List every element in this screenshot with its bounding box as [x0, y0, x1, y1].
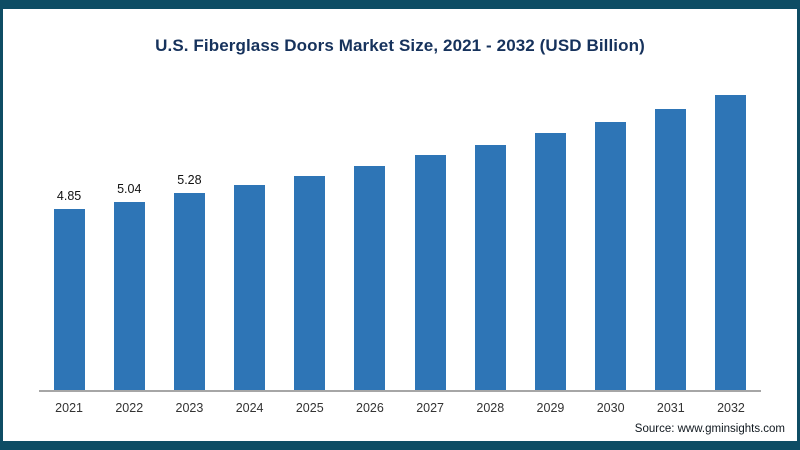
chart-title: U.S. Fiberglass Doors Market Size, 2021 … — [155, 36, 645, 55]
x-axis-tick-row: 2021 2022 2023 2024 2025 2026 2027 2028 2029 2030… — [39, 401, 761, 415]
bar-column: 4.85 — [39, 189, 99, 390]
x-axis-tick-label: 2025 — [295, 401, 324, 415]
bar — [595, 122, 627, 390]
x-axis-tick-label: 2032 — [717, 401, 745, 415]
bar-column — [400, 135, 460, 390]
x-axis-tick-label: 2023 — [175, 401, 204, 415]
x-axis-tick-label: 2024 — [235, 401, 264, 415]
x-axis-tick-label: 2026 — [356, 401, 384, 415]
bar — [53, 209, 85, 390]
x-axis-tick-label: 2030 — [596, 401, 625, 415]
x-axis-tick-label: 2021 — [55, 401, 83, 415]
bar-column — [460, 125, 520, 390]
bar-column: 5.04 — [99, 182, 159, 390]
x-axis-tick-label: 2031 — [656, 401, 685, 415]
bar — [655, 109, 687, 390]
bar-column — [701, 75, 761, 390]
bar-column: 5.28 — [159, 173, 219, 390]
bar-column — [581, 102, 641, 390]
bar — [173, 193, 205, 390]
bar-column — [641, 89, 701, 390]
source-attribution: Source: www.gminsights.com — [634, 423, 785, 435]
x-axis-tick-label: 2027 — [416, 401, 445, 415]
plot-area: 4.85 5.04 5.28 2021 2022 2023 2024 2025 2026 202… — [39, 56, 761, 415]
bar-value-label: 4.85 — [56, 189, 82, 203]
bar-column — [280, 156, 340, 390]
bar — [234, 185, 266, 390]
bar — [113, 202, 145, 390]
bar — [534, 133, 566, 390]
bar-value-label: 5.28 — [177, 173, 202, 187]
bar — [474, 145, 506, 390]
bar — [354, 166, 386, 390]
bar-column — [220, 165, 280, 390]
x-axis-tick-label: 2029 — [536, 401, 565, 415]
bar-column — [340, 146, 400, 390]
bar — [294, 176, 326, 390]
bar — [414, 155, 446, 390]
bars-container: 4.85 5.04 5.28 — [39, 56, 761, 392]
bar — [715, 95, 747, 390]
x-axis-tick-label: 2028 — [476, 401, 505, 415]
x-axis-tick-label: 2022 — [115, 401, 144, 415]
bar-value-label: 5.04 — [117, 182, 142, 196]
bar-column — [520, 113, 580, 390]
